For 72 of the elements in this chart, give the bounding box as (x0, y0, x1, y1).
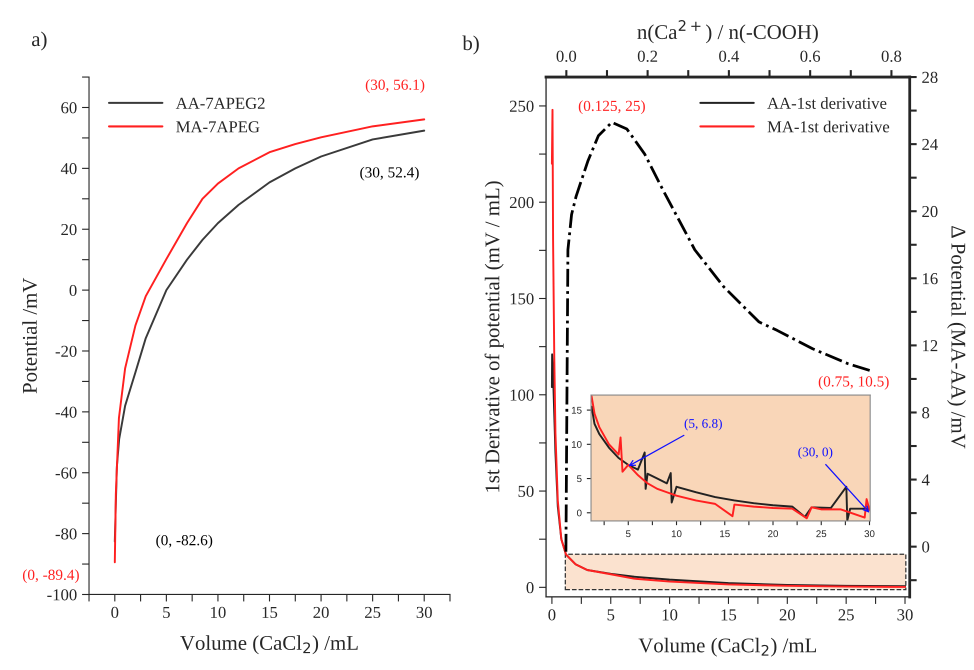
y2-tick-label: 4 (922, 474, 930, 486)
x-tick-label: 30 (416, 606, 432, 618)
x-axis-title: Volume (CaCl$_{2}$) /mL (180, 635, 358, 654)
y2-tick-label: 24 (922, 138, 938, 150)
y-tick-label: 0 (576, 510, 582, 516)
annotation: (30, 0) (798, 447, 832, 460)
x-tick-label: 30 (864, 530, 875, 538)
y-tick-label: 0 (70, 284, 77, 296)
legend-label: AA-7APEG2 (176, 98, 265, 109)
x-tick-label: 0 (111, 606, 118, 618)
annotation: (30, 56.1) (366, 79, 424, 93)
x-tick-label: 15 (262, 606, 278, 618)
y-tick-label: 200 (510, 196, 534, 208)
legend-label: AA-1st derivative (767, 97, 886, 109)
y-tick-label: 10 (572, 441, 582, 448)
x2-tick-label: 0.4 (719, 50, 740, 62)
y-tick-label: 150 (510, 293, 534, 304)
y-tick-label: -40 (56, 406, 77, 418)
y-tick-label: 50 (518, 486, 534, 498)
x-tick-label: 10 (211, 606, 226, 618)
x-axis-title: Volume (CaCl$_{2}$) /mL (638, 638, 816, 657)
x-tick-label: 20 (313, 606, 329, 618)
y2-tick-label: 28 (922, 72, 938, 83)
x-tick-label: 10 (672, 530, 682, 538)
y-tick-label: 40 (60, 163, 77, 174)
x-tick-label: 0 (548, 609, 556, 621)
annotation: (0.75, 10.5) (818, 376, 889, 390)
y-tick-label: -80 (56, 528, 77, 540)
annotation: (5, 6.8) (684, 418, 722, 431)
y2-tick-label: 16 (922, 273, 938, 284)
y-tick-label: 250 (510, 100, 534, 112)
y-tick-label: -20 (56, 346, 77, 357)
y2-tick-label: 0 (922, 541, 930, 553)
x2-tick-label: 0.0 (556, 50, 576, 62)
x-tick-label: 20 (768, 530, 778, 538)
y-axis-title: Potential /mV (22, 278, 37, 394)
legend-label: MA-7APEG (176, 121, 260, 132)
x-tick-label: 15 (722, 609, 736, 621)
x-tick-label: 5 (608, 609, 614, 621)
x-tick-label: 10 (662, 609, 678, 621)
x-tick-label: 30 (897, 609, 913, 621)
y2-tick-label: 8 (922, 407, 930, 418)
y-tick-label: -60 (56, 467, 77, 479)
chart-title: b) (462, 36, 479, 54)
x-tick-label: 25 (838, 609, 854, 621)
annotation: (30, 52.4) (360, 166, 419, 181)
y2-axis-title: Δ Potential (MA-AA) /mV (947, 226, 966, 449)
y-axis-title: 1st Derivative of potential (mV / mL) (484, 181, 504, 492)
x-tick-label: 20 (780, 609, 796, 621)
x-tick-label: 25 (816, 530, 826, 538)
annotation: (0, -82.6) (156, 534, 212, 548)
y-tick-label: 60 (61, 102, 77, 114)
annotation: (0.125, 25) (578, 100, 645, 114)
chart-title: a) (32, 32, 47, 50)
x2-tick-label: 0.2 (638, 50, 658, 62)
y-tick-label: 15 (572, 406, 582, 414)
x-tick-label: 25 (365, 606, 380, 618)
x2-tick-label: 0.6 (800, 50, 820, 62)
x-tick-label: 5 (626, 530, 631, 538)
annotation: (0, -89.4) (22, 569, 79, 584)
legend-label: MA-1st derivative (768, 120, 890, 132)
y-tick-label: -100 (47, 589, 77, 600)
x-tick-label: 5 (163, 606, 170, 618)
x-tick-label: 15 (720, 530, 730, 538)
y-tick-label: 5 (576, 475, 582, 482)
y2-tick-label: 20 (922, 206, 938, 218)
x2-axis-title: n(Ca$^{2+}$) / n(-COOH) (637, 20, 818, 44)
y-tick-label: 100 (510, 389, 534, 401)
x2-tick-label: 0.8 (882, 50, 902, 62)
y2-tick-label: 12 (922, 340, 938, 352)
y-tick-label: 20 (61, 224, 77, 236)
y-tick-label: 0 (526, 582, 534, 594)
